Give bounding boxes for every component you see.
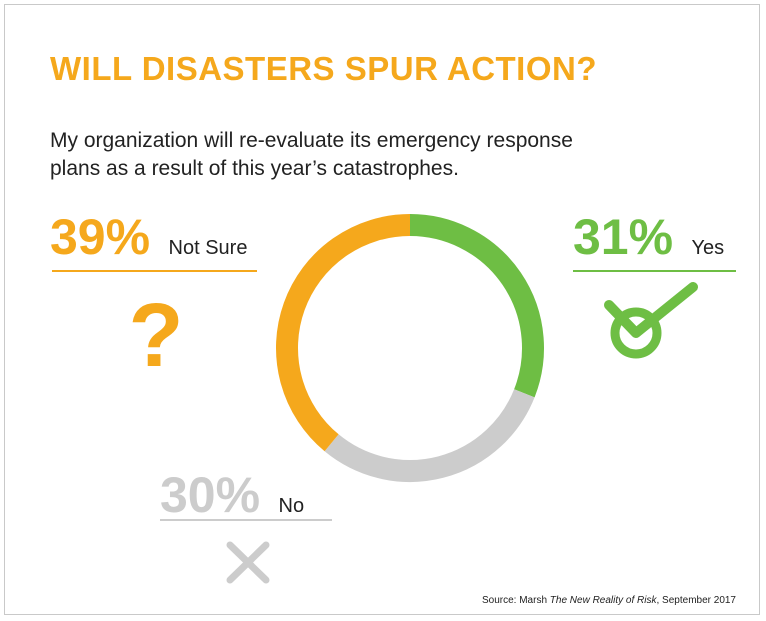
yes-label: Yes <box>691 237 725 259</box>
not-sure-label: Not Sure <box>168 237 248 259</box>
donut-slice-not-sure <box>276 214 411 452</box>
donut-slice-no <box>324 389 535 482</box>
not-sure-underline <box>52 270 257 272</box>
yes-underline <box>573 270 736 272</box>
source-prefix: Source: Marsh <box>481 595 550 606</box>
stat-yes: 31% Yes <box>573 212 724 262</box>
source-title: The New Reality of Risk <box>549 595 657 606</box>
stat-not-sure: 39% Not Sure <box>50 212 247 262</box>
no-percent: 30% <box>160 467 261 523</box>
chart-subtitle: My organization will re-evaluate its eme… <box>50 129 573 180</box>
donut-chart <box>276 214 544 482</box>
source-note: Source: Marsh The New Reality of Risk, S… <box>482 595 736 606</box>
not-sure-percent: 39% <box>50 209 151 265</box>
question-mark-icon: ? <box>129 286 184 386</box>
yes-percent: 31% <box>573 209 674 265</box>
donut-slice-yes <box>409 214 544 398</box>
check-circle-icon <box>604 282 698 359</box>
x-icon <box>226 541 270 584</box>
chart-title: WILL DISASTERS SPUR ACTION? <box>50 50 598 87</box>
no-label: No <box>278 495 305 517</box>
stat-no: 30% No <box>160 470 304 520</box>
source-suffix: , September 2017 <box>656 595 737 606</box>
no-underline <box>160 519 332 521</box>
